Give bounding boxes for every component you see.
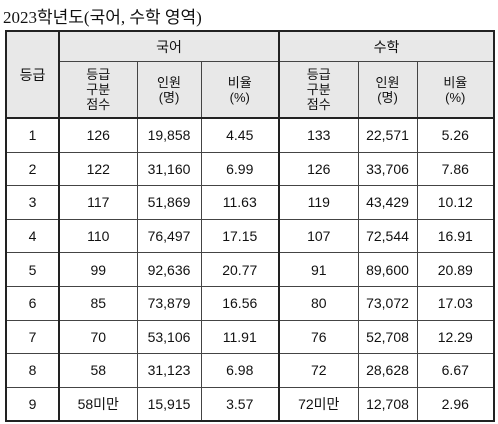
data-cell: 73,072 [357,285,418,321]
data-cell: 92,636 [136,252,202,287]
grade-cell: 2 [5,151,60,187]
group-header: 국어 [58,30,281,62]
sub-header: 비율 (%) [200,61,281,119]
data-cell: 122 [58,151,138,187]
data-cell: 99 [58,252,138,287]
table-row: 9 58미만 15,915 3.57 72미만 12,708 2.96 [5,386,495,422]
table-row: 7 70 53,106 11.91 76 52,708 12.29 [5,319,495,355]
data-cell: 28,628 [357,353,418,388]
header-line: 구분 [306,82,331,97]
data-cell: 6.67 [416,353,495,388]
header-line: 인원 [375,74,400,90]
data-cell: 58미만 [58,386,138,422]
header-line: 등급 [86,67,111,82]
data-cell: 117 [58,185,138,220]
data-cell: 91 [278,252,359,287]
data-cell: 76,497 [136,218,202,254]
data-cell: 70 [58,319,138,355]
table-row: 8 58 31,123 6.98 72 28,628 6.67 [5,353,495,388]
data-cell: 72미만 [278,386,359,422]
table-row: 3 117 51,869 11.63 119 43,429 10.12 [5,185,495,220]
data-cell: 6.98 [200,353,281,388]
data-cell: 12.29 [416,319,495,355]
data-cell: 72 [278,353,359,388]
data-cell: 119 [278,185,359,220]
data-cell: 7.86 [416,151,495,187]
title: 2023학년도(국어, 수학 영역) [3,8,202,27]
grade-cell: 5 [5,252,60,287]
data-cell: 89,600 [357,252,418,287]
header-line: 인원 [157,74,181,90]
data-cell: 76 [278,319,359,355]
table-row: 6 85 73,879 16.56 80 73,072 17.03 [5,285,495,321]
header-line: 비율 [443,74,468,90]
grade-header: 등급 [5,30,60,119]
header-line: (명) [158,89,180,105]
data-cell: 16.91 [416,218,495,254]
sub-header: 인원 (명) [136,61,202,119]
data-cell: 31,160 [136,151,202,187]
data-cell: 73,879 [136,285,202,321]
header-line: (%) [229,89,250,105]
data-cell: 107 [278,218,359,254]
data-cell: 133 [278,117,359,153]
grade-cell: 6 [5,285,60,321]
data-cell: 110 [58,218,138,254]
sub-header: 인원 (명) [357,61,418,119]
grade-cell: 9 [5,386,60,422]
header-line: 비율 [227,74,252,90]
table-row: 1 126 19,858 4.45 133 22,571 5.26 [5,117,495,153]
grade-cell: 7 [5,319,60,355]
group-header: 수학 [278,30,495,62]
data-cell: 43,429 [357,185,418,220]
data-cell: 10.12 [416,185,495,220]
data-cell: 16.56 [200,285,281,321]
data-cell: 19,858 [136,117,202,153]
data-cell: 85 [58,285,138,321]
data-cell: 6.99 [200,151,281,187]
data-cell: 126 [278,151,359,187]
table: 등급 국어 수학 등급 구분 점수 인원 (명) 비율 (%) 등급 구분 점수 인원 (명) 비율 (%… [5,30,496,423]
data-cell: 11.63 [200,185,281,220]
data-cell: 15,915 [136,386,202,422]
data-cell: 17.15 [200,218,281,254]
data-cell: 72,544 [357,218,418,254]
grade-cell: 8 [5,353,60,388]
data-cell: 33,706 [357,151,418,187]
data-cell: 20.77 [200,252,281,287]
grade-cell: 4 [5,218,60,254]
data-cell: 11.91 [200,319,281,355]
data-cell: 5.26 [416,117,495,153]
data-cell: 17.03 [416,285,495,321]
sub-header: 등급 구분 점수 [58,61,138,119]
header-line: 점수 [86,97,111,112]
table-row: 2 122 31,160 6.99 126 33,706 7.86 [5,151,495,187]
table-row: 4 110 76,497 17.15 107 72,544 16.91 [5,218,495,254]
table-row: 5 99 92,636 20.77 91 89,600 20.89 [5,252,495,287]
sub-header: 비율 (%) [416,61,495,119]
data-cell: 22,571 [357,117,418,153]
data-cell: 3.57 [200,386,281,422]
data-cell: 58 [58,353,138,388]
data-cell: 31,123 [136,353,202,388]
data-cell: 52,708 [357,319,418,355]
header-line: (%) [445,89,466,105]
data-cell: 12,708 [357,386,418,422]
grade-cell: 3 [5,185,60,220]
data-cell: 51,869 [136,185,202,220]
data-cell: 126 [58,117,138,153]
header-line: 구분 [86,82,111,97]
data-cell: 4.45 [200,117,281,153]
data-cell: 20.89 [416,252,495,287]
data-cell: 80 [278,285,359,321]
sub-header: 등급 구분 점수 [278,61,359,119]
header-line: 점수 [306,97,331,112]
data-cell: 2.96 [416,386,495,422]
data-cell: 53,106 [136,319,202,355]
grade-cell: 1 [5,117,60,153]
header-line: (명) [377,89,398,105]
header-line: 등급 [306,67,331,82]
